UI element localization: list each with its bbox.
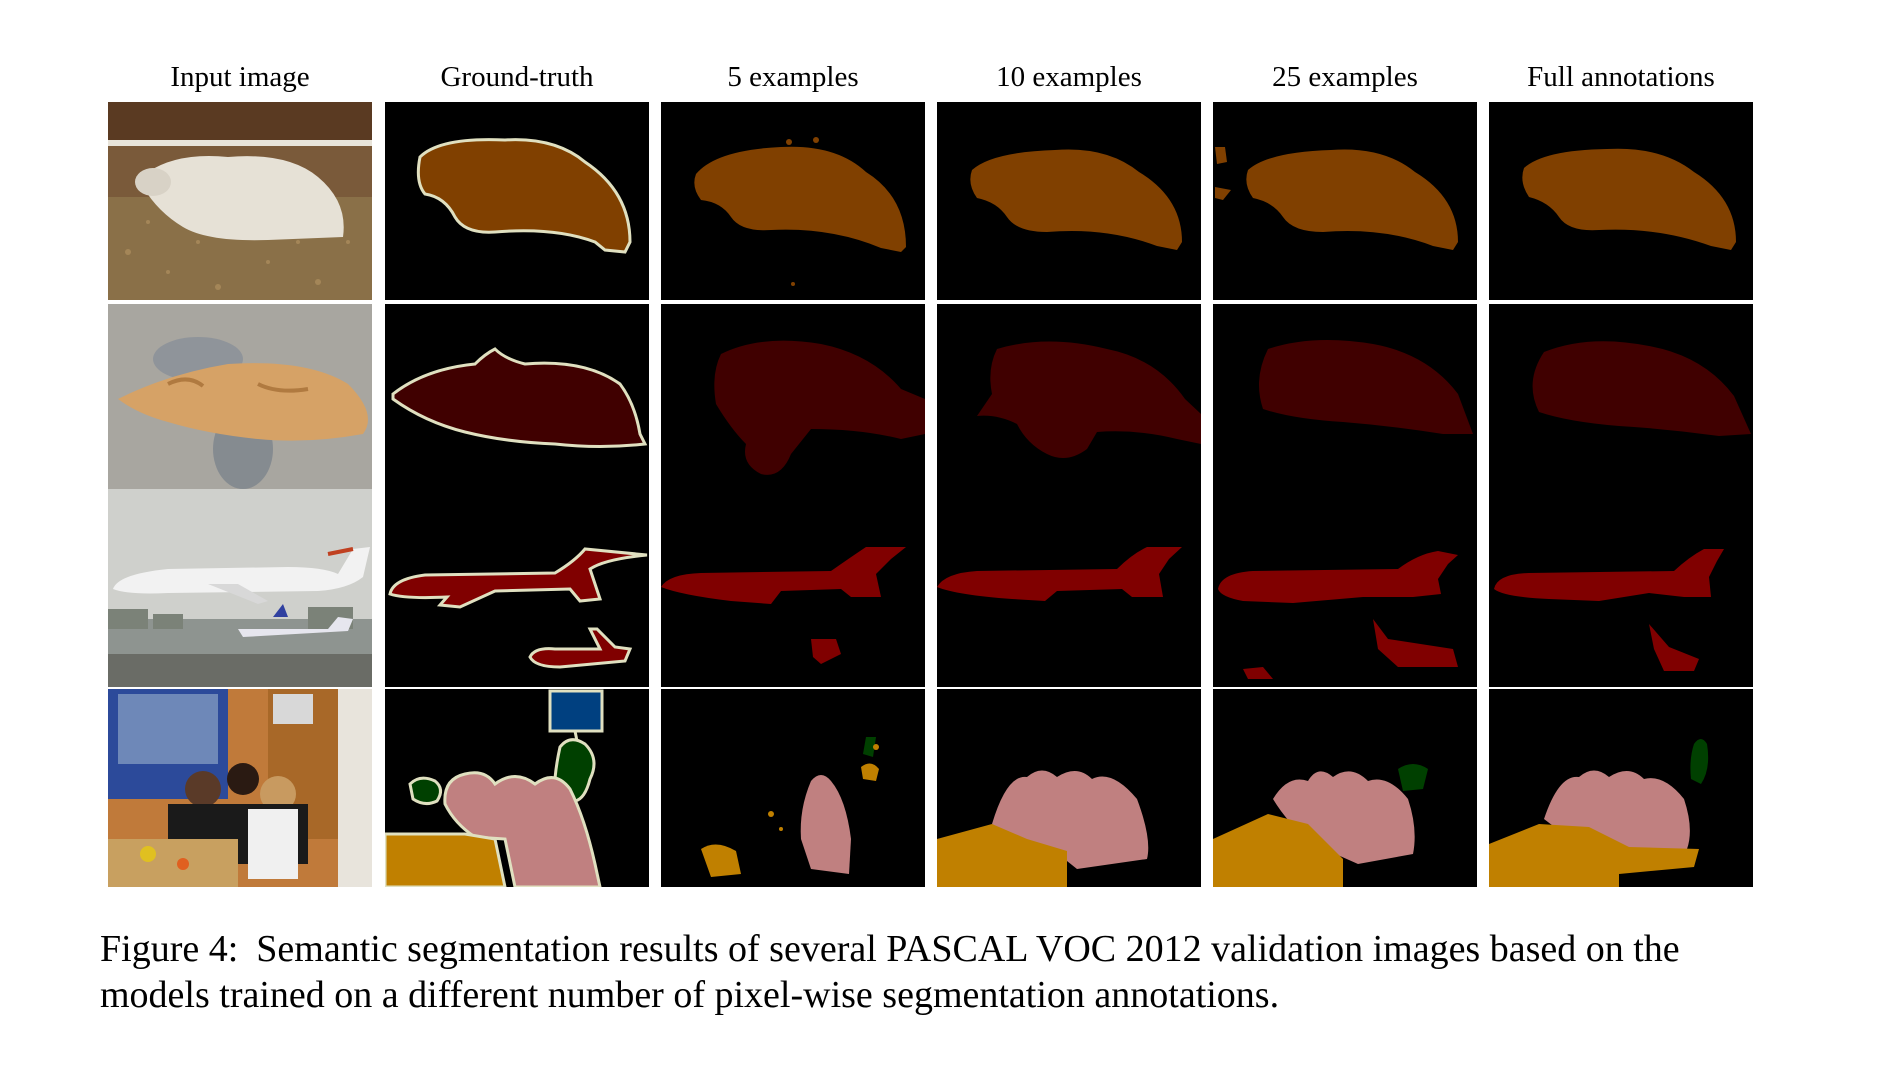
column-header-10-examples: 10 examples: [996, 61, 1142, 93]
figure-caption: Figure 4: Semantic segmentation results o…: [100, 926, 1790, 1018]
prediction-25-examples-cat: [1213, 304, 1477, 502]
column-header-full-annotations: Full annotations: [1527, 61, 1715, 93]
prediction-25-examples-people: [1213, 689, 1477, 887]
ground-truth-cat: [385, 304, 649, 502]
prediction-10-examples-cat: [937, 304, 1201, 502]
prediction-5-examples-aeroplane: [661, 489, 925, 687]
figure-caption-text: Semantic segmentation results of several…: [100, 928, 1680, 1016]
ground-truth-aeroplane: [385, 489, 649, 687]
ground-truth-sheep: [385, 102, 649, 300]
ground-truth-people: [385, 689, 649, 887]
input-image-people: [108, 689, 372, 887]
input-image-sheep: [108, 102, 372, 300]
prediction-5-examples-people: [661, 689, 925, 887]
column-header-input-image: Input image: [170, 61, 310, 93]
prediction-full-annotations-cat: [1489, 304, 1753, 502]
figure-label: Figure 4:: [100, 928, 239, 970]
prediction-10-examples-people: [937, 689, 1201, 887]
prediction-25-examples-aeroplane: [1213, 489, 1477, 687]
column-header-ground-truth: Ground-truth: [440, 61, 594, 93]
prediction-full-annotations-aeroplane: [1489, 489, 1753, 687]
prediction-25-examples-sheep: [1213, 102, 1477, 300]
prediction-5-examples-sheep: [661, 102, 925, 300]
prediction-5-examples-cat: [661, 304, 925, 502]
prediction-full-annotations-people: [1489, 689, 1753, 887]
column-header-25-examples: 25 examples: [1272, 61, 1418, 93]
input-image-aeroplane: [108, 489, 372, 687]
input-image-cat: [108, 304, 372, 502]
column-header-5-examples: 5 examples: [727, 61, 859, 93]
prediction-10-examples-aeroplane: [937, 489, 1201, 687]
prediction-full-annotations-sheep: [1489, 102, 1753, 300]
prediction-10-examples-sheep: [937, 102, 1201, 300]
